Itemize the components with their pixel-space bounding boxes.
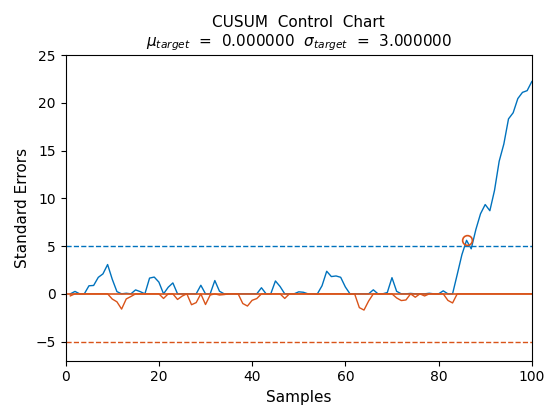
Y-axis label: Standard Errors: Standard Errors [15,148,30,268]
X-axis label: Samples: Samples [266,390,332,405]
Title: CUSUM  Control  Chart
$\mu_{target}$  =  0.000000  $\sigma_{target}$  =  3.00000: CUSUM Control Chart $\mu_{target}$ = 0.0… [146,15,452,53]
